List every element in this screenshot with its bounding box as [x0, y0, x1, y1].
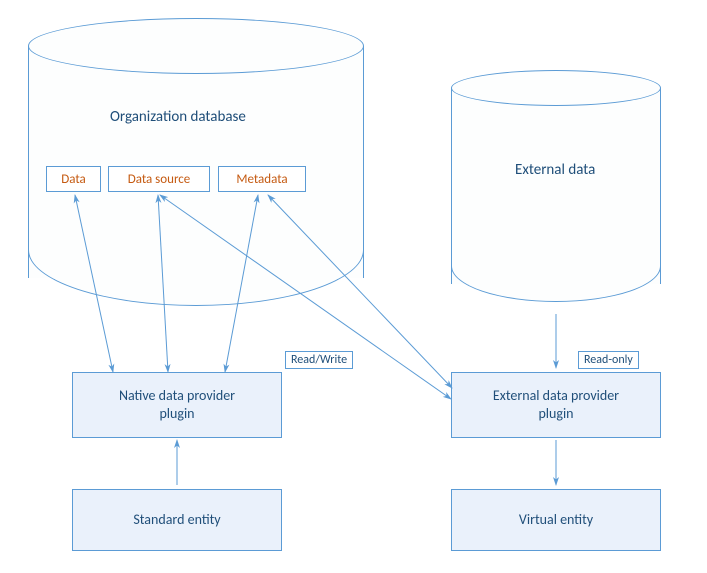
external-plugin-label: External data provider plugin — [493, 387, 619, 423]
ext-data-bottom — [451, 266, 661, 302]
org-db-bottom — [28, 250, 364, 306]
inner-box-metadata-label: Metadata — [236, 172, 287, 187]
native-plugin-label: Native data provider plugin — [119, 387, 235, 423]
org-db-title: Organization database — [110, 108, 246, 126]
external-plugin-box: External data provider plugin — [451, 372, 661, 438]
ext-data-body — [451, 88, 661, 284]
org-db-body — [28, 46, 364, 278]
org-db-top — [28, 18, 364, 74]
virtual-entity-label: Virtual entity — [519, 511, 593, 529]
readonly-annotation: Read-only — [578, 351, 639, 369]
inner-box-datasource-label: Data source — [128, 172, 191, 187]
inner-box-data-label: Data — [61, 172, 86, 187]
virtual-entity-box: Virtual entity — [451, 489, 661, 551]
standard-entity-box: Standard entity — [72, 489, 282, 551]
inner-box-data: Data — [46, 166, 101, 192]
native-plugin-box: Native data provider plugin — [72, 372, 282, 438]
inner-box-datasource: Data source — [108, 166, 210, 192]
standard-entity-label: Standard entity — [133, 511, 220, 529]
readwrite-annotation: Read/Write — [285, 351, 353, 369]
ext-data-top — [451, 70, 661, 106]
inner-box-metadata: Metadata — [218, 166, 306, 192]
ext-data-title: External data — [515, 161, 595, 179]
